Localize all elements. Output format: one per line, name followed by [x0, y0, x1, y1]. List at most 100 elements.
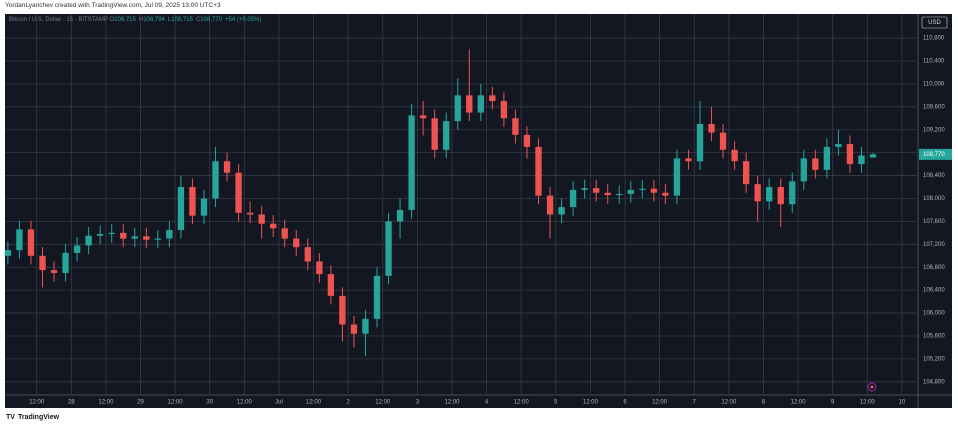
- candle-body: [235, 172, 242, 213]
- ohlc-key: H: [138, 17, 144, 23]
- y-tick-label: 108,000: [923, 196, 945, 202]
- candle-body: [177, 187, 185, 230]
- candle-body: [754, 184, 761, 202]
- currency: USD: [928, 20, 941, 26]
- candle-body: [258, 214, 265, 224]
- x-tick-label: 29: [137, 400, 144, 406]
- candle-body: [627, 189, 634, 194]
- grid: [5, 14, 918, 395]
- x-tick-label: 12:00: [444, 400, 460, 406]
- x-tick-label: 12:00: [29, 400, 45, 406]
- x-tick-label: 12:00: [514, 400, 530, 406]
- x-tick-label: 12:00: [375, 400, 391, 406]
- candle-body: [708, 124, 715, 133]
- candle-body: [120, 232, 127, 239]
- x-tick-label: 8: [762, 400, 766, 406]
- candle-body: [108, 232, 115, 235]
- y-tick-label: 106,800: [923, 265, 945, 271]
- candle-body: [200, 198, 208, 216]
- candle-body: [766, 187, 773, 202]
- candle-body: [443, 121, 450, 150]
- candle-body: [166, 229, 173, 239]
- candle-body: [339, 295, 346, 325]
- candle-body: [858, 155, 865, 165]
- y-tick-label: 109,200: [923, 127, 945, 133]
- y-tick-label: 110,000: [923, 81, 945, 87]
- candle-body: [50, 270, 58, 273]
- candle-body: [16, 229, 23, 251]
- price-tag: [919, 148, 952, 160]
- candle-body: [85, 235, 92, 246]
- candle-body: [535, 146, 542, 196]
- symbol: Bitcoin / U.S. Dollar · 15 · BITSTAMP: [9, 17, 108, 23]
- x-tick-label: 9: [831, 400, 835, 406]
- candle-body: [604, 192, 611, 196]
- candle-body: [546, 195, 554, 215]
- candle-body: [489, 95, 496, 102]
- candle-body: [569, 189, 577, 208]
- y-tick-label: 109,600: [923, 104, 945, 110]
- ohlc-key: O: [109, 17, 115, 23]
- candle-body: [558, 207, 565, 215]
- x-tick-label: 12:00: [721, 400, 737, 406]
- candle-body: [512, 118, 519, 135]
- candle-body: [650, 188, 658, 193]
- candle-body: [523, 134, 531, 147]
- candle-body: [281, 228, 288, 239]
- candle-body: [350, 324, 358, 334]
- candle-body: [800, 158, 807, 182]
- candle-body: [327, 274, 335, 296]
- ohlc-value: 108,715: [114, 17, 136, 23]
- candle-body: [742, 161, 750, 185]
- x-tick-label: 6: [623, 400, 627, 406]
- x-tick-label: 30: [206, 400, 213, 406]
- legend: Bitcoin / U.S. Dollar · 15 · BITSTAMP O1…: [9, 17, 264, 23]
- chart-background: [5, 14, 952, 408]
- candle-body: [154, 238, 162, 240]
- x-tick-label: 12:00: [306, 400, 322, 406]
- candle-body: [223, 161, 231, 173]
- candle-body: [246, 212, 254, 215]
- candle-body: [396, 209, 404, 222]
- candle-body: [477, 95, 484, 113]
- candle-body: [385, 221, 392, 276]
- candle-body: [685, 158, 692, 162]
- y-tick-label: 107,600: [923, 219, 945, 225]
- candle-body: [408, 115, 415, 210]
- event-icon-dot: [870, 385, 874, 389]
- x-tick-label: 12:00: [652, 400, 668, 406]
- candle-body: [777, 187, 784, 205]
- ohlc-key: L: [167, 17, 172, 23]
- brand: TradingView: [17, 414, 60, 421]
- x-tick-label: 12:00: [237, 400, 253, 406]
- event-icon[interactable]: [867, 382, 877, 392]
- candle-body: [466, 95, 473, 113]
- currency-box: [921, 16, 948, 29]
- ohlc-value: 108,770: [200, 17, 222, 23]
- candle-body: [662, 192, 669, 196]
- candle-body: [835, 144, 842, 147]
- candle-body: [373, 275, 381, 319]
- footer: TV TradingView: [6, 414, 59, 421]
- candle-body: [212, 161, 219, 199]
- x-tick-label: 12:00: [168, 400, 184, 406]
- candle-body: [500, 101, 508, 119]
- candle-body: [362, 318, 369, 334]
- y-tick-label: 105,200: [923, 356, 945, 362]
- candle-body: [581, 188, 588, 190]
- candles: [4, 49, 877, 357]
- candle-body: [846, 144, 854, 165]
- candle-body: [270, 223, 277, 229]
- x-tick-label: 5: [554, 400, 558, 406]
- candle-body: [131, 236, 138, 239]
- y-tick-label: 110,800: [923, 36, 945, 42]
- axes: 104,800 105,200 105,600 106,000 106,400 106,8…: [29, 36, 952, 406]
- x-tick-label: 3: [416, 400, 420, 406]
- candle-body: [869, 154, 877, 158]
- candle-body: [673, 158, 681, 196]
- candle-body: [27, 229, 35, 256]
- y-tick-label: 105,600: [923, 334, 945, 340]
- candle-body: [419, 115, 427, 119]
